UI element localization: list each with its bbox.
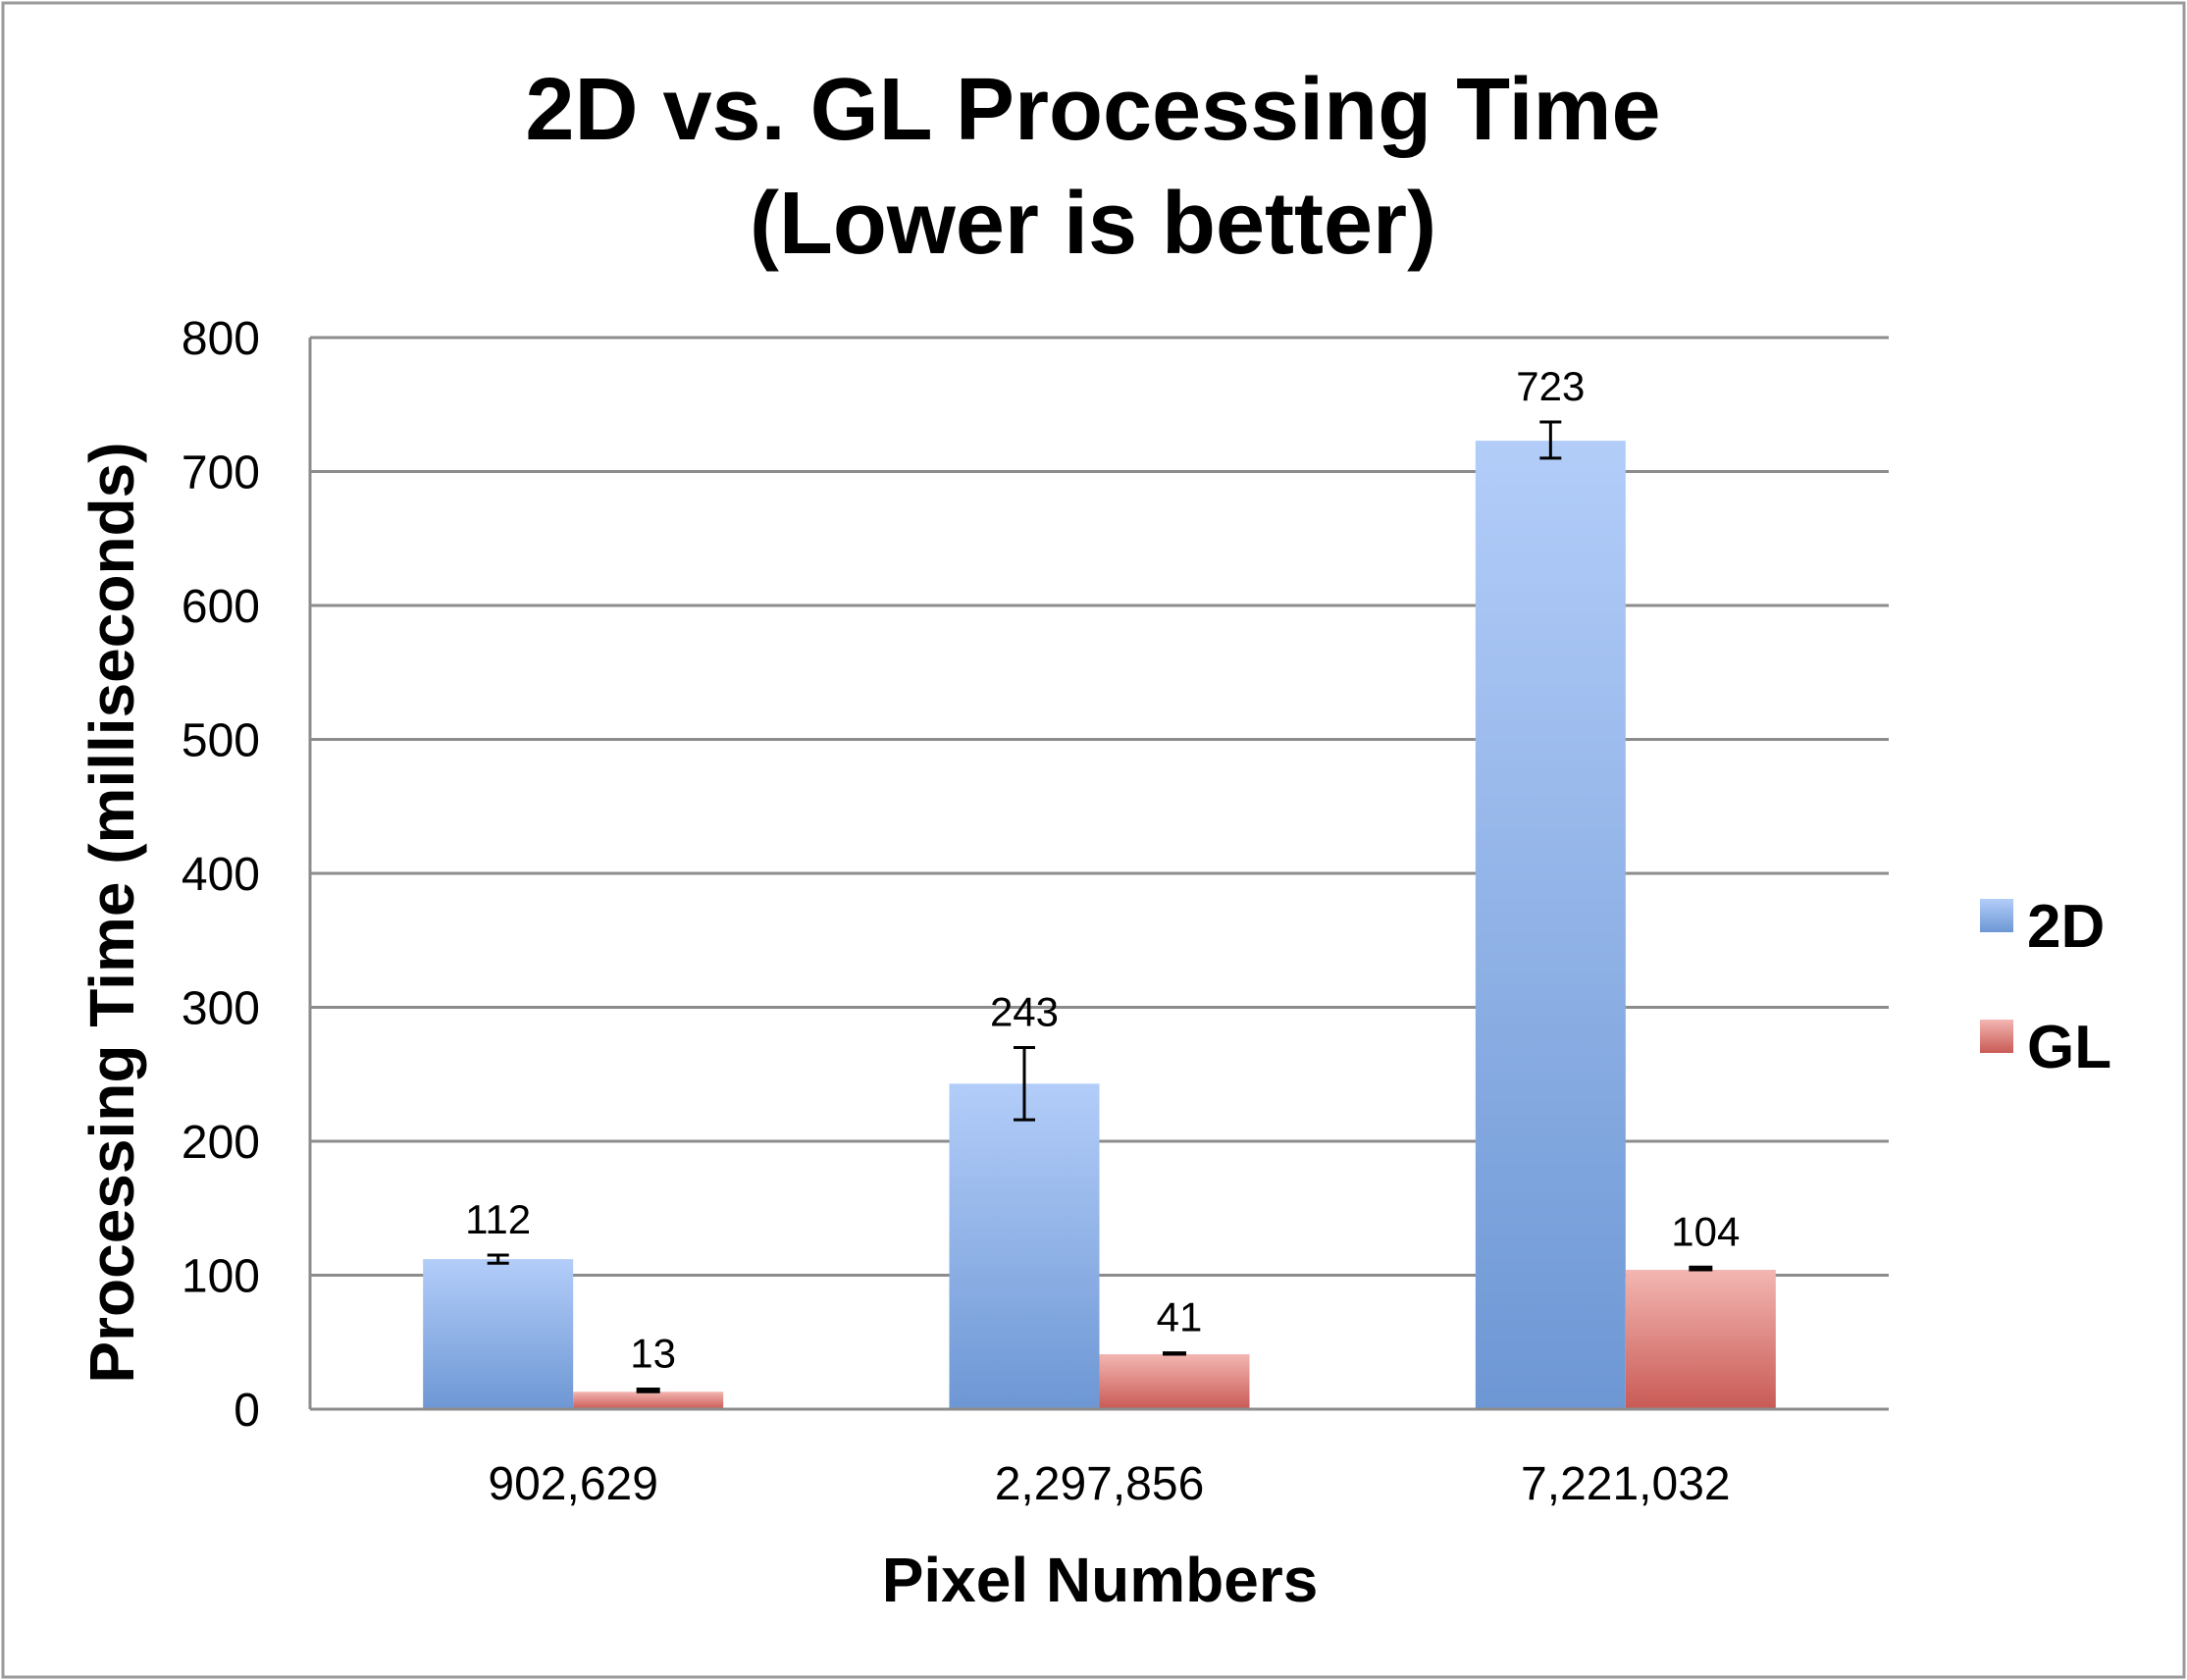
y-tick-label: 400 <box>182 849 260 901</box>
y-tick-label: 100 <box>182 1251 260 1303</box>
y-tick-label: 600 <box>182 581 260 633</box>
y-tick-label: 500 <box>182 715 260 767</box>
x-tick-label: 902,629 <box>488 1458 658 1510</box>
error-bar <box>487 1253 509 1265</box>
data-label: 243 <box>990 988 1059 1034</box>
y-axis-title: Processing Time (milliseconds) <box>77 442 147 1383</box>
data-label: 112 <box>465 1196 531 1242</box>
bar-2d-1 <box>949 1083 1100 1409</box>
bar-2d-2 <box>1475 441 1626 1410</box>
y-tick-label: 300 <box>182 983 260 1035</box>
y-tick-label: 200 <box>182 1117 260 1169</box>
legend-item-2d: 2D <box>1980 893 2105 961</box>
bar-2d-0 <box>423 1259 574 1409</box>
data-label: 723 <box>1516 363 1585 409</box>
y-tick-label: 800 <box>182 313 260 365</box>
y-tick-label: 0 <box>234 1385 260 1437</box>
x-axis-ticks: 902,629 2,297,856 7,221,032 <box>488 1458 1730 1510</box>
legend: 2D GL <box>1980 893 2111 1081</box>
x-tick-label: 2,297,856 <box>995 1458 1205 1510</box>
y-tick-label: 700 <box>182 447 260 499</box>
legend-label: 2D <box>2027 893 2105 961</box>
error-bar <box>1014 1045 1035 1122</box>
chart-title-line-1: 2D vs. GL Processing Time <box>525 61 1660 159</box>
bar-gl-1 <box>1099 1354 1250 1409</box>
legend-item-gl: GL <box>1980 1014 2111 1081</box>
y-axis-ticks: 0 100 200 300 400 500 600 700 800 <box>182 313 260 1437</box>
error-bar <box>636 1388 660 1393</box>
data-label: 104 <box>1671 1208 1740 1254</box>
bars: 112 13 243 41 723 104 <box>310 363 1889 1411</box>
bar-gl-2 <box>1625 1270 1776 1409</box>
error-bar <box>1539 420 1562 460</box>
chart-title-line-2: (Lower is better) <box>750 175 1436 273</box>
x-axis-title: Pixel Numbers <box>882 1545 1319 1615</box>
data-label: 13 <box>630 1331 676 1377</box>
x-tick-label: 7,221,032 <box>1521 1458 1731 1510</box>
error-bar <box>1163 1351 1186 1356</box>
legend-swatch <box>1980 899 2013 932</box>
legend-label: GL <box>2027 1014 2111 1081</box>
legend-swatch <box>1980 1020 2013 1053</box>
error-bar <box>1689 1265 1713 1272</box>
bar-gl-0 <box>573 1391 724 1409</box>
data-label: 41 <box>1157 1294 1203 1340</box>
